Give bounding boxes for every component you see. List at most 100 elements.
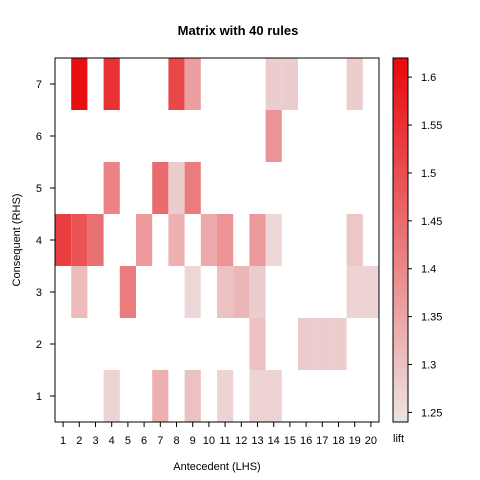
colorbar-segment bbox=[393, 373, 408, 381]
colorbar-segment bbox=[393, 112, 408, 120]
colorbar-segment bbox=[393, 100, 408, 108]
heatmap-cell bbox=[184, 370, 201, 422]
heatmap-cell bbox=[55, 214, 72, 266]
x-tick-label: 4 bbox=[109, 435, 115, 447]
heatmap-cell bbox=[217, 214, 234, 266]
heatmap-cell bbox=[168, 162, 185, 214]
colorbar-segment bbox=[393, 246, 408, 253]
colorbar-segment bbox=[393, 94, 408, 102]
colorbar-segment bbox=[393, 215, 408, 223]
heatmap-cell bbox=[152, 162, 169, 214]
y-axis: 1 2 3 4 5 6 7 bbox=[36, 79, 55, 403]
x-tick-label: 6 bbox=[141, 435, 147, 447]
x-tick-label: 11 bbox=[219, 435, 230, 447]
y-tick-label: 2 bbox=[36, 339, 42, 351]
heatmap-cell bbox=[330, 318, 347, 370]
y-axis-label: Consequent (RHS) bbox=[11, 194, 23, 287]
colorbar-tick-label: 1.3 bbox=[421, 360, 436, 372]
colorbar-segment bbox=[393, 106, 408, 114]
colorbar-segment bbox=[393, 409, 408, 417]
colorbar-segment bbox=[393, 294, 408, 302]
heatmap-cell bbox=[71, 214, 88, 266]
x-tick-label: 18 bbox=[332, 435, 344, 447]
x-tick-label: 5 bbox=[125, 435, 131, 447]
x-tick-label: 14 bbox=[268, 435, 280, 447]
colorbar-frame bbox=[392, 57, 409, 423]
y-tick-label: 4 bbox=[36, 235, 42, 247]
heatmap-cell bbox=[265, 214, 282, 266]
x-axis: 1 2 3 4 5 6 7 8 9 10 11 12 13 14 15 16 17 18 19 20 bbox=[60, 422, 377, 447]
x-tick-label: 9 bbox=[190, 435, 196, 447]
colorbar-segment bbox=[393, 343, 408, 350]
colorbar-tick-label: 1.35 bbox=[421, 312, 442, 324]
colorbar-segment bbox=[393, 331, 408, 338]
heatmap-cell bbox=[168, 214, 185, 266]
colorbar-segment bbox=[393, 312, 408, 320]
y-tick-label: 6 bbox=[36, 131, 42, 143]
colorbar-segment bbox=[393, 300, 408, 308]
colorbar-segment bbox=[393, 167, 408, 174]
colorbar-segment bbox=[393, 397, 408, 405]
heatmap-cell bbox=[217, 266, 234, 318]
colorbar-segment bbox=[393, 76, 408, 83]
colorbar-tick-label: 1.4 bbox=[421, 264, 436, 276]
colorbar-segment bbox=[393, 88, 408, 95]
heatmap-cell bbox=[249, 318, 266, 370]
chart-title: Matrix with 40 rules bbox=[178, 23, 299, 38]
heatmap-cell bbox=[265, 58, 282, 110]
heatmap-cell bbox=[136, 214, 153, 266]
colorbar-segment bbox=[393, 149, 408, 156]
colorbar-segment bbox=[393, 288, 408, 296]
colorbar-segment bbox=[393, 118, 408, 126]
heatmap-cell bbox=[184, 58, 201, 110]
x-tick-label: 8 bbox=[173, 435, 179, 447]
x-tick-label: 12 bbox=[235, 435, 247, 447]
heatmap-cells bbox=[55, 58, 379, 422]
colorbar-segment bbox=[393, 240, 408, 247]
colorbar-segment bbox=[393, 197, 408, 205]
colorbar-segment bbox=[393, 136, 408, 144]
colorbar-tick-label: 1.5 bbox=[421, 168, 436, 180]
colorbar-segment bbox=[393, 209, 408, 217]
colorbar-segment bbox=[393, 355, 408, 362]
heatmap-cell bbox=[314, 318, 331, 370]
colorbar-label: lift bbox=[393, 433, 404, 445]
heatmap-cell bbox=[265, 370, 282, 422]
colorbar-segment bbox=[393, 130, 408, 138]
x-tick-label: 1 bbox=[60, 435, 66, 447]
colorbar-segment bbox=[393, 161, 408, 168]
colorbar-segment bbox=[393, 70, 408, 77]
colorbar-segment bbox=[393, 415, 408, 423]
heatmap-cell bbox=[152, 370, 169, 422]
x-tick-label: 2 bbox=[76, 435, 82, 447]
x-tick-label: 10 bbox=[203, 435, 215, 447]
y-tick-label: 1 bbox=[36, 391, 42, 403]
x-tick-label: 19 bbox=[349, 435, 361, 447]
x-tick-label: 20 bbox=[365, 435, 377, 447]
y-tick-label: 7 bbox=[36, 79, 42, 91]
colorbar-segment bbox=[393, 203, 408, 211]
heatmap-cell bbox=[168, 58, 185, 110]
colorbar-segment bbox=[393, 349, 408, 356]
colorbar-segment bbox=[393, 276, 408, 284]
colorbar-tick-label: 1.45 bbox=[421, 216, 442, 228]
colorbar-segment bbox=[393, 318, 408, 326]
x-tick-label: 7 bbox=[157, 435, 163, 447]
heatmap-cell bbox=[249, 214, 266, 266]
colorbar-segment bbox=[393, 270, 408, 277]
colorbar-segment bbox=[393, 82, 408, 89]
heatmap-cell bbox=[184, 162, 201, 214]
colorbar-segment bbox=[393, 142, 408, 150]
colorbar-segment bbox=[393, 221, 408, 229]
heatmap-cell bbox=[346, 214, 363, 266]
colorbar-segment bbox=[393, 324, 408, 332]
heatmap-cell bbox=[119, 266, 136, 318]
heatmap-cell bbox=[265, 110, 282, 162]
heatmap-cell bbox=[103, 370, 120, 422]
colorbar-segment bbox=[393, 282, 408, 290]
heatmap-cell bbox=[200, 214, 217, 266]
heatmap-cell bbox=[346, 266, 363, 318]
y-tick-label: 5 bbox=[36, 183, 42, 195]
heatmap-cell bbox=[71, 58, 88, 110]
